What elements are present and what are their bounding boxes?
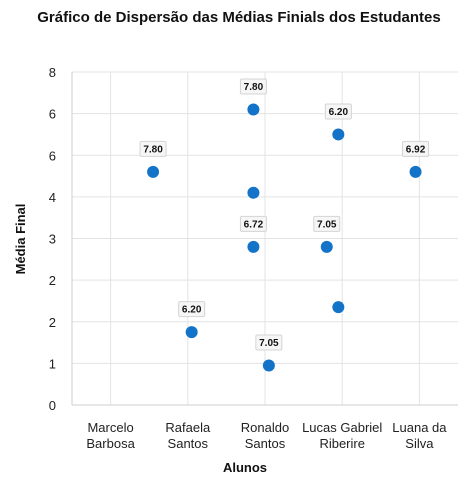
y-tick-label: 4 [49,190,56,205]
data-label-box [402,140,430,157]
data-label-box [239,78,267,95]
data-label: 7.80 [244,82,264,93]
x-tick-label: Luana da Silva [392,420,447,451]
data-point [185,326,198,339]
y-tick-label: 6 [49,107,56,122]
y-tick-label: 2 [49,315,56,330]
data-point [247,186,260,199]
data-label: 6.92 [406,144,426,155]
data-point [332,128,345,141]
point-layer [147,103,422,372]
data-label: 7.80 [143,144,163,155]
data-label-box [139,140,167,157]
x-tick-label: Marcelo Barbosa [86,420,135,451]
data-point [332,301,345,314]
y-tick-label: 3 [49,232,56,247]
x-tick-label: Ronaldo Santos [241,420,289,451]
axis-layer: 0 1 2 2 3 4 6 6 8 Marcelo Barbosa Rafaela Santos Rona… [49,65,458,451]
data-label-box [178,301,206,318]
x-tick-label: Rafaela Santos [165,420,211,451]
data-point [409,165,422,178]
y-tick-label: 6 [49,148,56,163]
grid-layer [72,71,458,406]
data-label-box [324,103,352,120]
chart-title: Gráfico de Dispersão das Médias Finials … [37,9,440,26]
data-point [262,359,275,372]
y-tick-label: 0 [49,398,56,413]
data-label: 7.05 [259,338,279,349]
x-axis-title: Alunos [223,460,267,475]
data-point [247,103,260,116]
data-label: 6.72 [244,219,264,230]
y-tick-label: 1 [49,356,56,371]
data-point [147,165,160,178]
data-label: 7.05 [317,219,337,230]
data-point [320,240,333,253]
data-label-box [255,334,283,351]
y-tick-label: 2 [49,273,56,288]
data-label-box [239,215,267,232]
label-layer: 7.80 6.20 7.80 6.72 7.05 7.05 6.20 6.92 [139,78,430,351]
data-label: 6.20 [182,305,202,316]
y-axis-title: Média Final [13,204,28,275]
data-label-box [313,215,341,232]
data-label: 6.20 [329,107,349,118]
data-point [247,240,260,253]
x-tick-label: Lucas Gabriel Riberire [302,420,382,451]
y-tick-label: 8 [49,65,56,80]
